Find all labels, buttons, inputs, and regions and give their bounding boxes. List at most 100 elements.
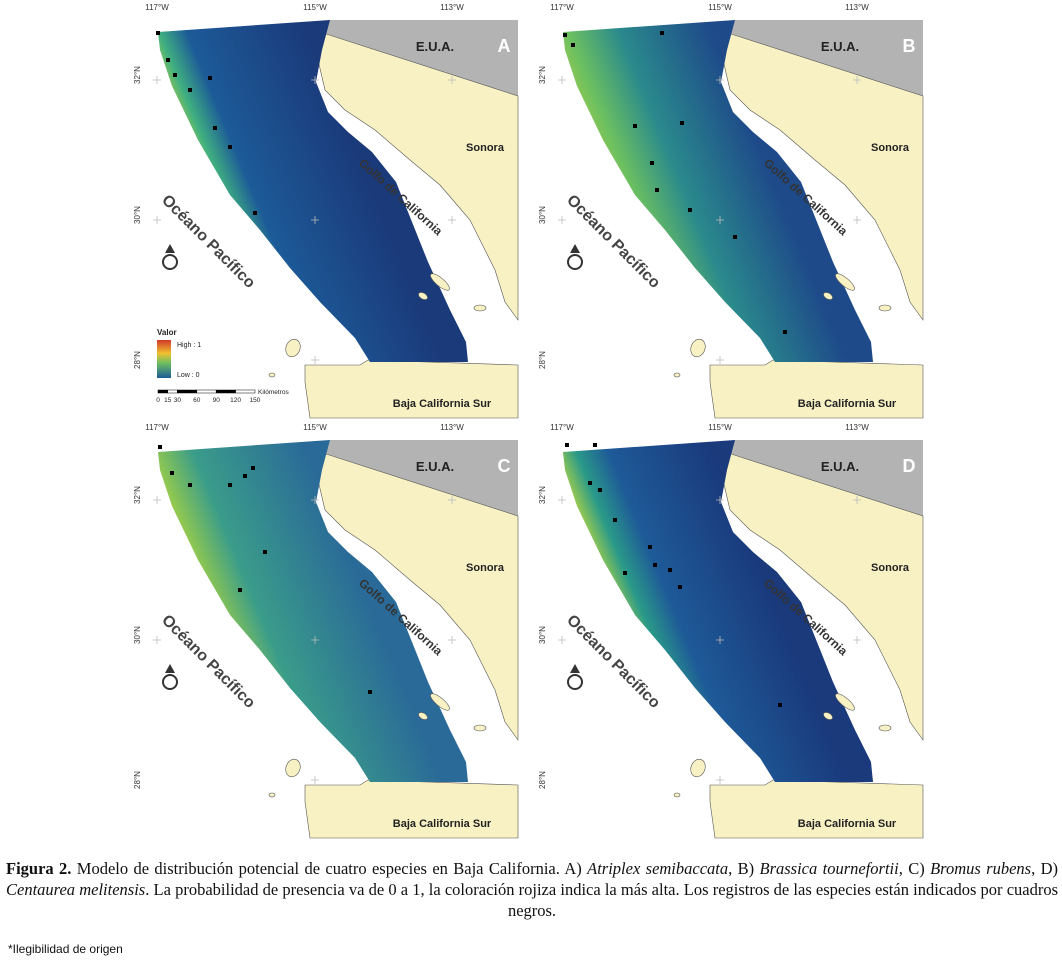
bcs-area — [304, 779, 519, 839]
scale-unit: Kilómetros — [258, 389, 289, 396]
scale-segment — [196, 389, 217, 394]
graticule-cross — [311, 356, 319, 364]
longitude-label: 115°W — [303, 3, 327, 12]
latitude-label: 30°N — [133, 206, 142, 224]
caption-text: , D) — [1031, 859, 1059, 878]
peninsula-model — [158, 440, 468, 782]
record-marker — [156, 31, 160, 35]
record-marker — [563, 33, 567, 37]
record-marker — [173, 73, 177, 77]
usa-area — [725, 20, 923, 96]
scale-label: 150 — [250, 397, 261, 404]
state-label: Sonora — [466, 142, 505, 154]
footnote: *Ilegibilidad de origen — [8, 942, 123, 956]
panel-letter: B — [903, 36, 916, 56]
graticule-cross — [558, 76, 566, 84]
country-label: E.U.A. — [821, 459, 859, 474]
island — [878, 724, 892, 732]
caption-text: Bromus rubens — [930, 859, 1032, 878]
graticule-cross — [153, 636, 161, 644]
legend-high: High : 1 — [177, 342, 201, 349]
island — [690, 338, 706, 358]
latitude-label: 32°N — [133, 66, 142, 84]
island — [473, 304, 487, 312]
record-marker — [253, 211, 257, 215]
graticule-cross — [716, 356, 724, 364]
record-marker — [228, 483, 232, 487]
state-label: Sonora — [466, 562, 505, 574]
record-marker — [660, 31, 664, 35]
caption-text: Modelo de distribución potencial de cuat… — [71, 859, 588, 878]
scale-label: 15 — [164, 397, 172, 404]
graticule-cross — [448, 636, 456, 644]
record-marker — [158, 445, 162, 449]
record-marker — [778, 703, 782, 707]
country-label: E.U.A. — [821, 39, 859, 54]
graticule-cross — [716, 76, 724, 84]
island — [268, 372, 276, 378]
latitude-label: 32°N — [538, 66, 547, 84]
record-marker — [188, 88, 192, 92]
record-marker — [208, 76, 212, 80]
bcs-area — [304, 359, 519, 419]
record-marker — [623, 571, 627, 575]
map-panel: 117°W 115°W 113°W 32°N 30°N 28°N E.U.A. C Sonora… — [133, 423, 519, 839]
sonora-area — [317, 31, 519, 321]
longitude-label: 117°W — [550, 3, 574, 12]
graticule-cross — [853, 216, 861, 224]
scale-label: 60 — [193, 397, 201, 404]
island — [835, 273, 855, 291]
state-label: Sonora — [871, 562, 910, 574]
scale-segment — [157, 389, 168, 394]
island — [673, 372, 681, 378]
latitude-label: 28°N — [133, 771, 142, 789]
latitude-label: 32°N — [133, 486, 142, 504]
panel-letter: D — [903, 456, 916, 476]
usa-area — [725, 440, 923, 516]
scale-segment — [235, 389, 256, 394]
longitude-label: 115°W — [303, 423, 327, 432]
caption-text: . La probabilidad de presencia va de 0 a… — [145, 880, 1059, 920]
peninsula-model — [563, 20, 873, 362]
graticule-cross — [716, 216, 724, 224]
graticule-cross — [153, 216, 161, 224]
record-marker — [188, 483, 192, 487]
record-marker — [238, 588, 242, 592]
record-marker — [648, 545, 652, 549]
scale-label: 30 — [174, 397, 182, 404]
record-marker — [228, 145, 232, 149]
record-marker — [733, 235, 737, 239]
island — [430, 693, 450, 711]
record-marker — [213, 126, 217, 130]
longitude-label: 113°W — [440, 423, 464, 432]
legend-low: Low : 0 — [177, 372, 200, 379]
longitude-label: 113°W — [440, 3, 464, 12]
record-marker — [783, 330, 787, 334]
peninsula-model — [563, 440, 873, 782]
southern-state-label: Baja California Sur — [798, 818, 897, 830]
scale-segment — [167, 389, 178, 394]
state-label: Sonora — [871, 142, 910, 154]
island — [418, 292, 428, 300]
scale-label: 0 — [156, 397, 160, 404]
record-marker — [680, 121, 684, 125]
longitude-label: 115°W — [708, 423, 732, 432]
caption-text: Centaurea melitensis — [6, 880, 146, 899]
longitude-label: 117°W — [550, 423, 574, 432]
island — [835, 693, 855, 711]
caption-text: Atriplex semibaccata — [587, 859, 729, 878]
map-panel: 117°W 115°W 113°W 32°N 30°N 28°N E.U.A. B Sonora… — [538, 3, 924, 419]
record-marker — [166, 58, 170, 62]
record-marker — [565, 443, 569, 447]
latitude-label: 30°N — [538, 626, 547, 644]
north-arrow — [162, 244, 178, 270]
graticule-cross — [558, 216, 566, 224]
island — [285, 758, 301, 778]
record-marker — [613, 518, 617, 522]
legend-ramp — [157, 340, 171, 378]
graticule-cross — [716, 776, 724, 784]
record-marker — [678, 585, 682, 589]
record-marker — [251, 466, 255, 470]
record-marker — [593, 443, 597, 447]
